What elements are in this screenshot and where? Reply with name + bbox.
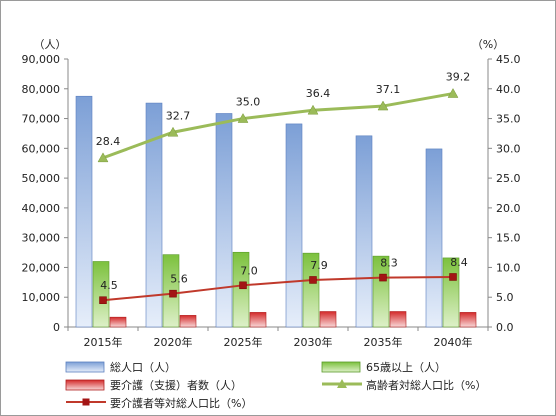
elderly-ratio-marker xyxy=(237,113,249,123)
right-tick-label: 45.0 xyxy=(496,53,521,66)
legend-swatch-care-needed xyxy=(65,379,105,391)
care-needed-bar xyxy=(459,312,477,328)
elderly-ratio-marker xyxy=(97,152,109,163)
right-tick-label: 35.0 xyxy=(496,113,521,126)
elderly-ratio-marker xyxy=(377,100,389,111)
legend-label-aged-65-plus: 65歳以上（人） xyxy=(366,361,446,374)
aged-65-plus-bar xyxy=(92,261,110,328)
care-needed-bar xyxy=(319,311,337,328)
care-needed-bar xyxy=(389,311,407,328)
care-needed-bar xyxy=(109,316,127,328)
left-tick-label: 20,000 xyxy=(22,261,61,274)
x-tick-label: 2030年 xyxy=(294,335,333,349)
left-tick-label: 0 xyxy=(53,321,60,334)
total-population-bar xyxy=(425,148,443,328)
left-tick-label: 50,000 xyxy=(22,172,61,185)
legend-label-total-population: 総人口（人） xyxy=(110,360,176,374)
elderly-ratio-label: 32.7 xyxy=(166,109,191,122)
left-tick-label: 60,000 xyxy=(22,142,61,155)
total-population-bar xyxy=(355,135,373,328)
x-tick-label: 2040年 xyxy=(434,335,473,349)
left-tick-label: 90,000 xyxy=(22,53,61,66)
care-ratio-label: 8.3 xyxy=(380,257,398,270)
legend-label-care-needed: 要介護（支援）者数（人） xyxy=(110,378,242,392)
left-axis-unit: （人） xyxy=(34,38,67,51)
total-population-bar xyxy=(75,95,93,328)
right-tick-label: 25.0 xyxy=(496,172,521,185)
care-needed-bar xyxy=(249,312,267,328)
elderly-ratio-label: 36.4 xyxy=(306,87,331,100)
total-population-bar xyxy=(145,102,163,328)
right-tick-label: 5.0 xyxy=(496,291,514,304)
right-tick-label: 20.0 xyxy=(496,202,521,215)
x-tick-label: 2020年 xyxy=(154,335,193,349)
care-ratio-label: 8.4 xyxy=(450,256,468,269)
care-ratio-marker xyxy=(379,273,387,282)
care-ratio-label: 7.0 xyxy=(240,264,258,277)
elderly-ratio-line xyxy=(102,92,454,160)
care-ratio-marker xyxy=(169,289,177,298)
right-tick-label: 15.0 xyxy=(496,232,521,245)
legend-marker-care-ratio xyxy=(82,398,90,406)
elderly-ratio-marker xyxy=(167,126,179,137)
legend-swatch-aged-65-plus xyxy=(321,361,361,373)
elderly-ratio-marker xyxy=(447,88,459,98)
left-tick-label: 40,000 xyxy=(22,202,61,215)
elderly-ratio-label: 37.1 xyxy=(376,83,401,96)
total-population-bar xyxy=(215,113,233,328)
care-ratio-label: 7.9 xyxy=(310,259,328,272)
care-ratio-label: 4.5 xyxy=(100,279,118,292)
legend-label-elderly-ratio: 高齢者対総人口比（%） xyxy=(366,378,486,392)
aged-65-plus-bar xyxy=(232,251,250,328)
care-ratio-marker xyxy=(449,273,457,281)
left-tick-label: 30,000 xyxy=(22,232,61,245)
right-tick-label: 40.0 xyxy=(496,83,521,96)
x-tick-label: 2025年 xyxy=(224,335,263,349)
legend-marker-elderly-ratio xyxy=(337,379,347,388)
x-tick-label: 2035年 xyxy=(364,335,403,349)
elderly-ratio-label: 35.0 xyxy=(236,96,261,109)
legend-label-care-ratio: 要介護者等対総人口比（%） xyxy=(110,396,252,410)
right-axis-unit: （%） xyxy=(472,38,504,51)
care-ratio-label: 5.6 xyxy=(170,273,188,286)
right-tick-label: 10.0 xyxy=(496,261,521,274)
care-ratio-marker xyxy=(309,276,317,284)
elderly-ratio-label: 39.2 xyxy=(446,71,471,84)
elderly-ratio-label: 28.4 xyxy=(96,135,121,148)
right-tick-label: 0.0 xyxy=(496,321,514,334)
care-ratio-marker xyxy=(99,296,107,304)
elderly-ratio-marker xyxy=(307,104,319,115)
legend-swatch-total-population xyxy=(65,361,105,373)
aged-65-plus-bar xyxy=(302,252,320,328)
left-tick-label: 10,000 xyxy=(22,291,61,304)
left-tick-label: 70,000 xyxy=(22,113,61,126)
total-population-bar xyxy=(285,123,303,328)
left-tick-label: 80,000 xyxy=(22,83,61,96)
care-needed-bar xyxy=(179,315,197,328)
right-tick-label: 30.0 xyxy=(496,142,521,155)
care-ratio-marker xyxy=(239,281,247,290)
care-ratio-line xyxy=(102,275,454,302)
x-tick-label: 2015年 xyxy=(84,335,123,349)
